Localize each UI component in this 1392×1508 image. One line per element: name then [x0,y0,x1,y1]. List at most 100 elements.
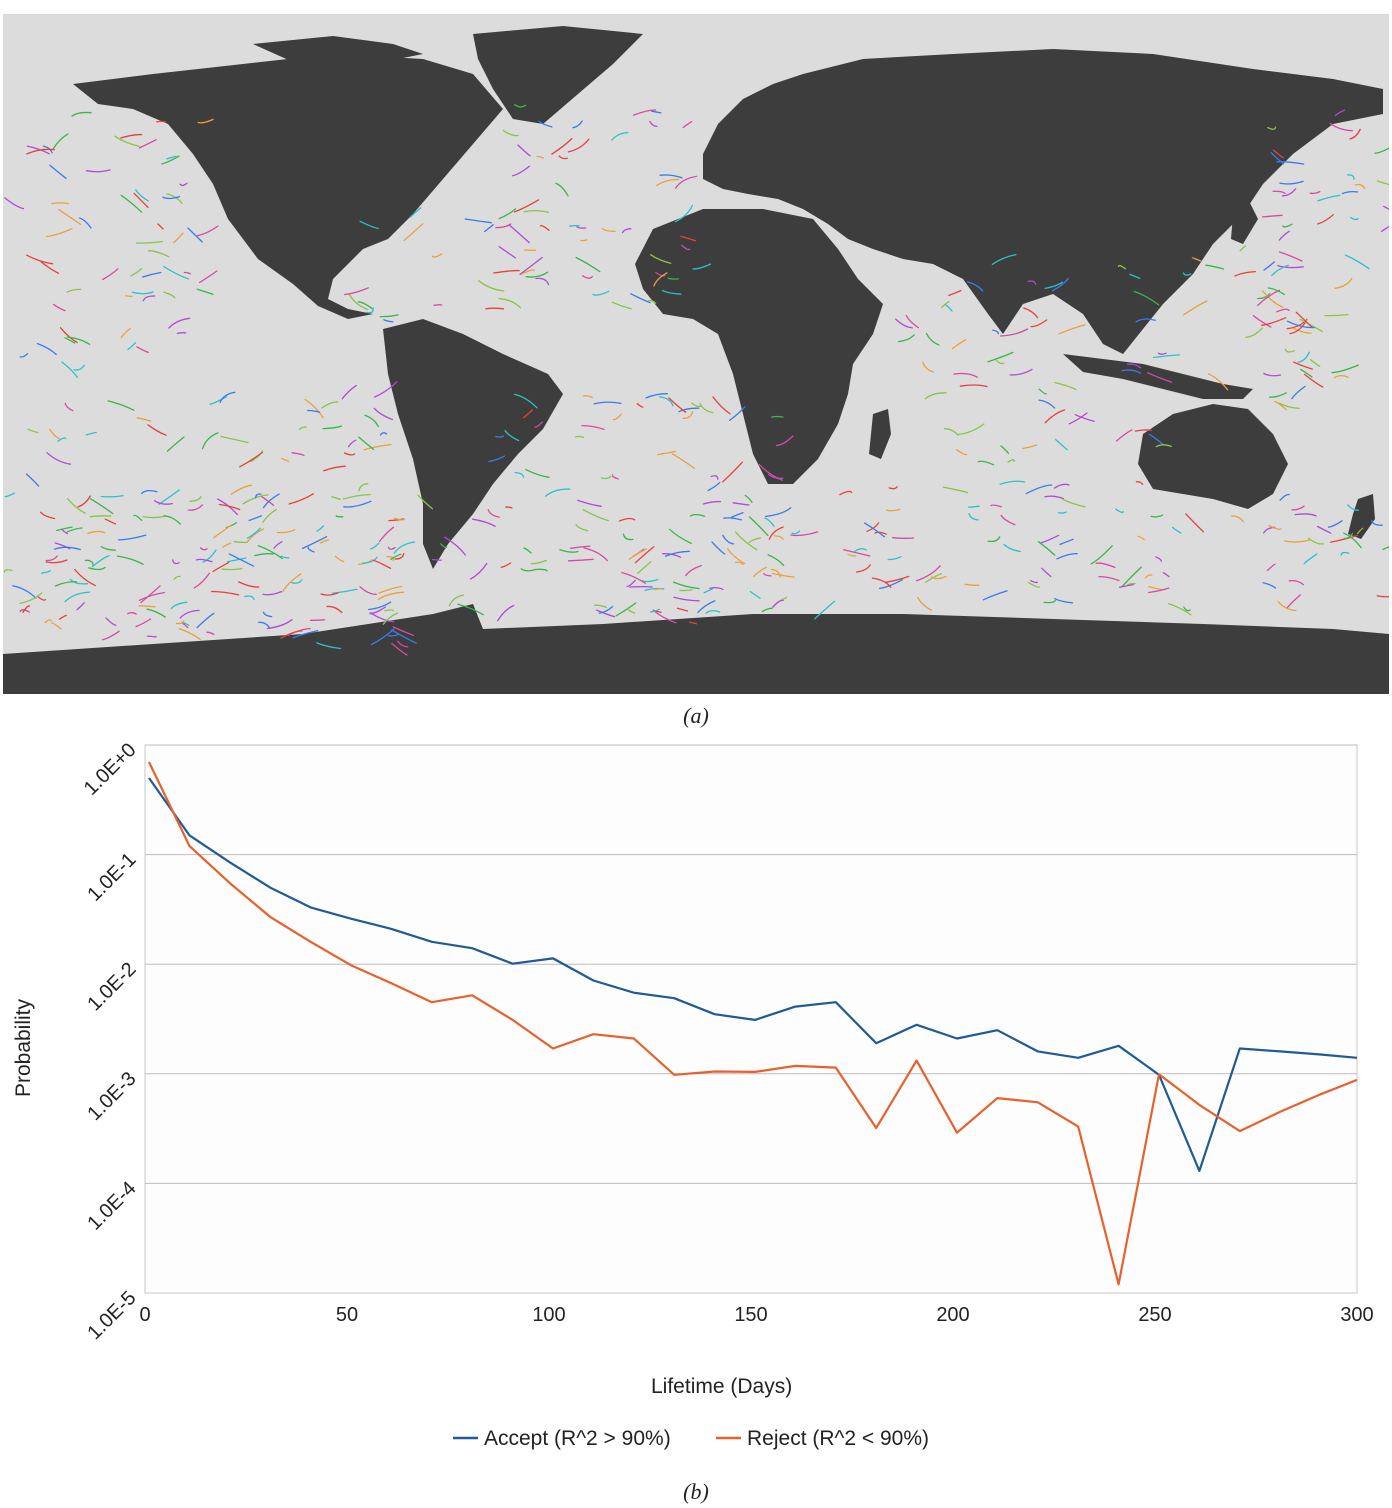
drifter-track [197,118,214,124]
drifter-track [955,449,968,456]
drifter-track [89,515,112,518]
drifter-track [1277,264,1304,269]
drifter-track [1286,594,1301,609]
drifter-track [390,553,402,560]
drifter-track [1329,122,1354,132]
drifter-track [659,174,683,179]
drifter-track [1007,459,1015,463]
drifter-track [1334,109,1346,117]
drifter-track [702,500,722,505]
drifter-track [222,542,232,548]
drifter-track [373,407,394,421]
drifter-track [891,537,915,539]
drifter-track [387,546,396,550]
drifter-track [219,391,236,404]
drifter-track [722,461,743,483]
drifter-track [1133,290,1160,306]
x-tick-label: 150 [734,1304,767,1326]
drifter-track [142,271,162,278]
drifter-track [612,413,622,421]
drifter-track [1095,562,1116,569]
drifter-track [814,600,836,620]
drifter-track [763,572,772,577]
drifter-track [1267,126,1277,130]
drifter-track [173,232,184,244]
drifter-track [632,109,657,116]
drifter-track [379,432,388,436]
drifter-track [770,415,784,418]
drifter-track [1054,381,1077,391]
drifter-track [69,578,89,585]
drifter-track [649,254,672,264]
drifter-track [281,457,290,463]
y-axis-title: Probability [12,998,35,1097]
drifter-track [621,571,647,584]
drifter-track [977,460,995,466]
drifter-track [1117,264,1127,270]
drifter-track [71,111,92,117]
drifter-track [163,515,182,525]
drifter-track [575,256,601,273]
drifter-track [58,209,82,226]
drifter-track [221,567,243,571]
drifter-track [621,228,632,234]
drifter-track [45,555,58,562]
drifter-track [1168,603,1192,616]
drifter-track [138,139,157,149]
drifter-track [651,110,662,114]
drifter-track [1276,308,1290,313]
drifter-track [572,120,583,129]
drifter-track [1331,364,1359,374]
x-tick-label: 50 [336,1304,358,1326]
drifter-track [1118,583,1134,588]
chart-canvas: 1.0E-5 1.0E-4 1.0E-3 1.0E-2 1.0E-1 1.0E+0 0 50… [12,739,1374,1450]
drifter-track [1191,257,1202,262]
drifter-track [357,301,373,310]
drifter-track [768,526,784,540]
landmass-arctic-islands [253,36,423,66]
drifter-track [895,318,914,329]
drifter-track [749,590,761,599]
drifter-track [1262,582,1277,589]
drifter-track [925,573,942,583]
drifter-track [323,465,346,472]
drifter-track [655,271,666,277]
drifter-track [196,612,215,629]
drifter-track [1283,539,1312,543]
drifter-track [559,549,579,553]
drifter-track [84,559,94,567]
drifter-track [448,594,465,607]
drifter-track [711,541,726,555]
drifter-track [843,549,871,557]
y-tick-label: 1.0E-3 [83,1068,140,1125]
drifter-track [196,225,219,237]
drifter-track [653,272,668,287]
drifter-track [244,595,255,601]
drifter-track [348,293,369,311]
drifter-track [358,436,375,451]
drifter-track [534,568,548,572]
drifter-track [54,542,71,550]
drifter-track [1135,481,1144,486]
drifter-track [273,541,283,549]
drifter-track [1121,566,1142,588]
drifter-track [107,400,135,411]
drifter-track [699,402,714,414]
drifter-track [734,561,744,565]
drifter-track [925,332,940,346]
drifter-tracks [3,104,1389,656]
drifter-track [1316,214,1334,225]
drifter-track [1277,600,1297,612]
drifter-track [26,254,54,265]
drifter-track [583,547,608,562]
drifter-track [409,207,422,218]
drifter-track [682,121,693,129]
drifter-track [987,351,1014,363]
drifter-track [884,575,910,583]
drifter-track [905,314,920,329]
drifter-track [659,396,674,407]
drifter-track [472,518,496,527]
drifter-track [239,451,264,468]
drifter-track [582,509,609,522]
drifter-track [709,586,724,590]
